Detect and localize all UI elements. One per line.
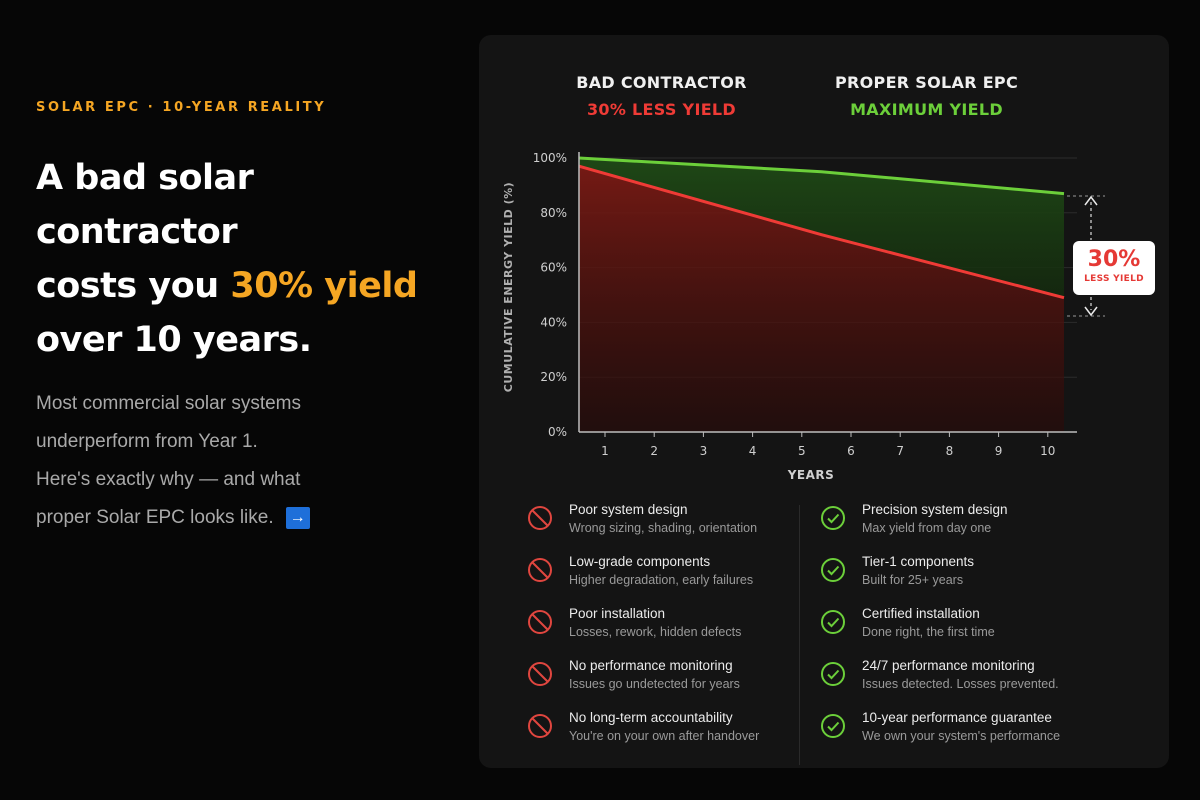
y-tick-label: 40% [540, 315, 567, 329]
desc-line-4: proper Solar EPC looks like. → [36, 499, 466, 537]
callout-label: LESS YIELD [1084, 274, 1144, 284]
good-item-subtitle: Built for 25+ years [862, 573, 964, 587]
list-divider [799, 505, 800, 765]
good-list-item: 10-year performance guarantee We own your… [820, 709, 1120, 761]
prohibited-icon [528, 558, 552, 582]
good-list-item: Certified installation Done right, the fi… [820, 605, 1120, 657]
bad-contractor-subtitle: 30% LESS YIELD [586, 100, 737, 119]
headline-accent: 30% yield [230, 266, 418, 306]
bad-contractor-area [579, 166, 1064, 432]
x-tick-label: 8 [946, 444, 954, 458]
bad-contractor-title: BAD CONTRACTOR [576, 73, 747, 92]
good-list-item: Tier-1 components Built for 25+ years [820, 553, 1120, 605]
good-item-subtitle: We own your system's performance [862, 729, 1061, 743]
proper-epc-subtitle: MAXIMUM YIELD [850, 100, 1003, 119]
prohibited-icon [528, 506, 552, 530]
bad-item-title: No performance monitoring [569, 658, 733, 673]
bad-list-item: No long-term accountability You're on you… [527, 709, 827, 761]
y-tick-label: 80% [540, 206, 567, 220]
bad-item-title: Poor system design [569, 502, 688, 517]
y-tick-label: 100% [533, 151, 567, 165]
good-item-subtitle: Done right, the first time [862, 625, 995, 639]
desc-line-2: underperform from Year 1. [36, 431, 258, 452]
bad-item-title: Poor installation [569, 606, 666, 621]
proper-epc-header: PROPER SOLAR EPC MAXIMUM YIELD [804, 73, 1049, 119]
bad-item-subtitle: Wrong sizing, shading, orientation [569, 521, 758, 535]
good-item-title: Precision system design [862, 502, 1008, 517]
yield-gap-dimension [1067, 195, 1105, 317]
x-tick-label: 4 [749, 444, 757, 458]
bad-contractor-header: BAD CONTRACTOR 30% LESS YIELD [549, 73, 774, 119]
proper-epc-title: PROPER SOLAR EPC [835, 73, 1018, 92]
bad-list-item: Poor system design Wrong sizing, shading,… [527, 501, 827, 553]
good-item-subtitle: Max yield from day one [862, 521, 992, 535]
yield-chart: 0% 20% 40% 60% 80% 100% 1 2 3 4 5 6 7 8 9 10 CUMULATIVE… [502, 151, 1105, 482]
check-circle-icon [821, 506, 845, 530]
desc-line-4-text: proper Solar EPC looks like. [36, 507, 274, 528]
headline: A bad solar contractor costs you 30% yie… [36, 151, 466, 367]
bad-contractor-list: Poor system design Wrong sizing, shading,… [527, 501, 827, 761]
good-item-subtitle: Issues detected. Losses prevented. [862, 677, 1059, 691]
bad-item-subtitle: Losses, rework, hidden defects [569, 625, 742, 639]
headline-line-1: A bad solar contractor [36, 158, 254, 252]
prohibited-icon [528, 662, 552, 686]
y-tick-label: 60% [540, 261, 567, 275]
bad-item-subtitle: Higher degradation, early failures [569, 573, 754, 587]
bad-contractor-series-line [578, 164, 1065, 300]
bad-list-item: Poor installation Losses, rework, hidden … [527, 605, 827, 657]
y-tick-label: 0% [548, 425, 567, 439]
check-circle-icon [821, 714, 845, 738]
x-tick-label: 3 [700, 444, 708, 458]
x-tick-label: 7 [896, 444, 904, 458]
bad-item-title: Low-grade components [569, 554, 711, 569]
check-circle-icon [821, 662, 845, 686]
check-circle-icon [821, 558, 845, 582]
good-item-title: 10-year performance guarantee [862, 710, 1052, 725]
arrow-right-icon[interactable]: → [285, 506, 310, 529]
desc-line-3: Here's exactly why — and what [36, 469, 301, 490]
good-list-item: Precision system design Max yield from da… [820, 501, 1120, 553]
good-list-item: 24/7 performance monitoring Issues detect… [820, 657, 1120, 709]
headline-line-3: over 10 years. [36, 320, 312, 360]
headline-line-2: costs you 30% yield [36, 259, 466, 313]
kicker-label: SOLAR EPC · 10-YEAR REALITY [36, 100, 327, 115]
x-tick-label: 10 [1040, 444, 1055, 458]
y-tick-label: 20% [540, 370, 567, 384]
good-item-title: Tier-1 components [862, 554, 975, 569]
proper-epc-list: Precision system design Max yield from da… [820, 501, 1120, 761]
good-item-title: Certified installation [862, 606, 980, 621]
proper-epc-area [579, 158, 1064, 298]
x-tick-label: 5 [798, 444, 806, 458]
bad-list-item: No performance monitoring Issues go undet… [527, 657, 827, 709]
y-axis-label: CUMULATIVE ENERGY YIELD (%) [502, 182, 515, 392]
check-circle-icon [821, 610, 845, 634]
x-tick-label: 6 [847, 444, 855, 458]
callout-value: 30% [1087, 247, 1141, 272]
desc-line-1: Most commercial solar systems [36, 393, 301, 414]
bad-item-title: No long-term accountability [569, 710, 733, 725]
yield-gap-callout: 30% LESS YIELD [1073, 241, 1155, 295]
x-tick-label: 2 [650, 444, 658, 458]
description: Most commercial solar systems underperfo… [36, 385, 466, 537]
intro-section: SOLAR EPC · 10-YEAR REALITY A bad solar … [36, 100, 466, 537]
prohibited-icon [528, 714, 552, 738]
comparison-panel: BAD CONTRACTOR 30% LESS YIELD PROPER SOL… [479, 35, 1169, 768]
bad-item-subtitle: You're on your own after handover [569, 729, 760, 743]
x-axis-label: YEARS [787, 468, 835, 482]
bad-item-subtitle: Issues go undetected for years [569, 677, 740, 691]
x-tick-label: 9 [995, 444, 1003, 458]
proper-epc-series-line [578, 156, 1065, 196]
prohibited-icon [528, 610, 552, 634]
bad-list-item: Low-grade components Higher degradation, … [527, 553, 827, 605]
x-tick-label: 1 [601, 444, 609, 458]
good-item-title: 24/7 performance monitoring [862, 658, 1035, 673]
headline-line-2-prefix: costs you [36, 266, 231, 306]
